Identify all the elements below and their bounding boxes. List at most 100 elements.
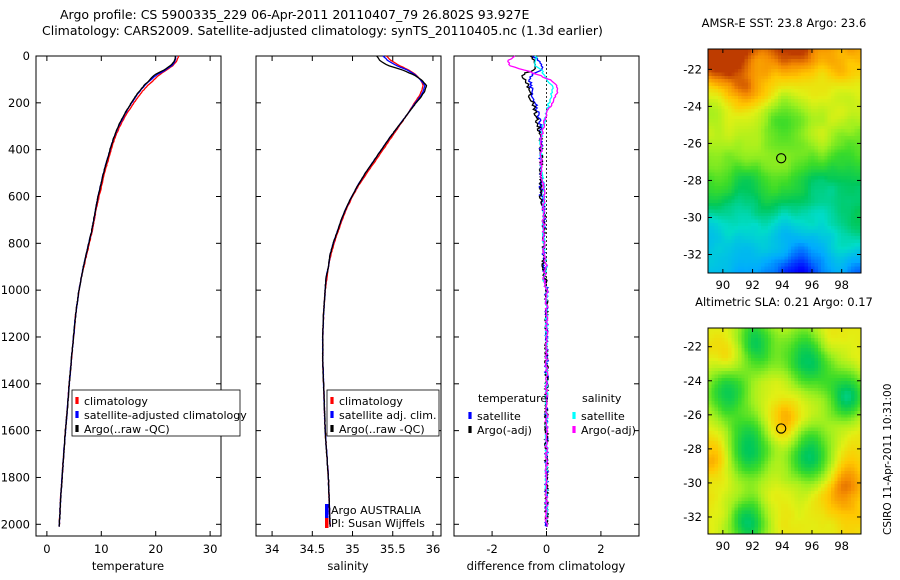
heatmap-cell <box>727 92 732 97</box>
heatmap-cell <box>827 139 832 144</box>
heatmap-cell <box>751 414 756 419</box>
heatmap-cell <box>807 122 812 127</box>
heatmap-cell <box>801 367 806 372</box>
heatmap-cell <box>794 65 799 70</box>
heatmap-cell <box>744 152 749 157</box>
heatmap-cell <box>737 334 742 339</box>
heatmap-cell <box>844 384 849 389</box>
heatmap-cell <box>821 384 826 389</box>
heatmap-cell <box>721 186 726 191</box>
heatmap-cell <box>708 172 712 177</box>
heatmap-cell <box>731 65 736 70</box>
heatmap-cell <box>787 216 792 221</box>
heatmap-cell <box>797 209 802 214</box>
heatmap-cell <box>854 407 859 412</box>
heatmap-cell <box>787 367 792 372</box>
heatmap-cell <box>764 444 769 449</box>
heatmap-cell <box>711 65 716 70</box>
heatmap-cell <box>847 149 852 154</box>
heatmap-cell <box>737 444 742 449</box>
heatmap-cell <box>794 444 799 449</box>
heatmap-cell <box>797 52 802 57</box>
heatmap-cell <box>757 72 762 77</box>
heatmap-cell <box>764 437 769 442</box>
heatmap-cell <box>794 52 799 57</box>
heatmap-cell <box>827 334 832 339</box>
heatmap-cell <box>831 447 835 452</box>
heatmap-cell <box>787 437 792 442</box>
heatmap-cell <box>807 354 812 359</box>
heatmap-cell <box>791 367 796 372</box>
heatmap-cell <box>734 232 739 237</box>
heatmap-cell <box>764 262 769 267</box>
heatmap-cell <box>734 357 739 362</box>
heatmap-cell <box>784 444 789 449</box>
heatmap-cell <box>801 262 806 267</box>
heatmap-cell <box>797 192 802 197</box>
heatmap-cell <box>807 135 812 140</box>
heatmap-cell <box>847 367 852 372</box>
heatmap-cell <box>851 347 855 352</box>
heatmap-cell <box>774 99 779 104</box>
y-tick-label: 0 <box>23 49 30 63</box>
heatmap-cell <box>734 55 739 60</box>
heatmap-cell <box>734 186 739 191</box>
heatmap-cell <box>801 135 806 140</box>
heatmap-cell <box>764 85 769 90</box>
heatmap-cell <box>711 226 716 231</box>
heatmap-cell <box>814 125 819 130</box>
heatmap-cell <box>717 361 722 366</box>
heatmap-cell <box>754 374 759 379</box>
heatmap-cell <box>821 391 826 396</box>
heatmap-cell <box>714 344 719 349</box>
heatmap-cell <box>767 444 772 449</box>
heatmap-cell <box>724 132 729 137</box>
heatmap-cell <box>841 357 845 362</box>
heatmap-cell <box>837 328 842 332</box>
heatmap-cell <box>751 256 756 261</box>
heatmap-cell <box>714 95 719 100</box>
heatmap-cell <box>764 142 769 147</box>
heatmap-cell <box>827 328 832 332</box>
heatmap-cell <box>747 189 752 194</box>
heatmap-cell <box>801 371 806 376</box>
heatmap-cell <box>777 259 782 264</box>
heatmap-cell <box>847 176 852 180</box>
heatmap-cell <box>794 434 799 439</box>
heatmap-cell <box>757 182 762 187</box>
heatmap-cell <box>821 149 826 154</box>
heatmap-cell <box>721 125 726 130</box>
heatmap-cell <box>837 256 842 261</box>
heatmap-cell <box>781 344 786 349</box>
heatmap-cell <box>724 125 729 130</box>
heatmap-cell <box>754 364 759 369</box>
heatmap-cell <box>717 72 722 77</box>
heatmap-cell <box>854 109 859 114</box>
heatmap-cell <box>767 407 772 412</box>
heatmap-cell <box>727 232 732 237</box>
heatmap-cell <box>761 132 766 137</box>
heatmap-cell <box>791 69 796 73</box>
heatmap-cell <box>741 135 746 140</box>
heatmap-cell <box>708 377 712 382</box>
heatmap-cell <box>717 367 722 372</box>
heatmap-cell <box>837 437 842 442</box>
heatmap-cell <box>841 159 845 164</box>
heatmap-cell <box>791 226 796 231</box>
heatmap-cell <box>821 337 826 342</box>
heatmap-cell <box>781 401 786 406</box>
heatmap-cell <box>804 69 809 73</box>
heatmap-cell <box>841 361 845 366</box>
heatmap-cell <box>831 440 835 445</box>
heatmap-cell <box>841 202 845 207</box>
heatmap-cell <box>761 162 766 167</box>
heatmap-cell <box>857 52 862 57</box>
heatmap-cell <box>841 69 845 73</box>
heatmap-cell <box>744 149 749 154</box>
heatmap-cell <box>754 447 759 452</box>
heatmap-cell <box>761 222 766 227</box>
heatmap-cell <box>857 407 862 412</box>
heatmap-cell <box>754 226 759 231</box>
heatmap-cell <box>741 159 746 164</box>
heatmap-cell <box>721 357 726 362</box>
